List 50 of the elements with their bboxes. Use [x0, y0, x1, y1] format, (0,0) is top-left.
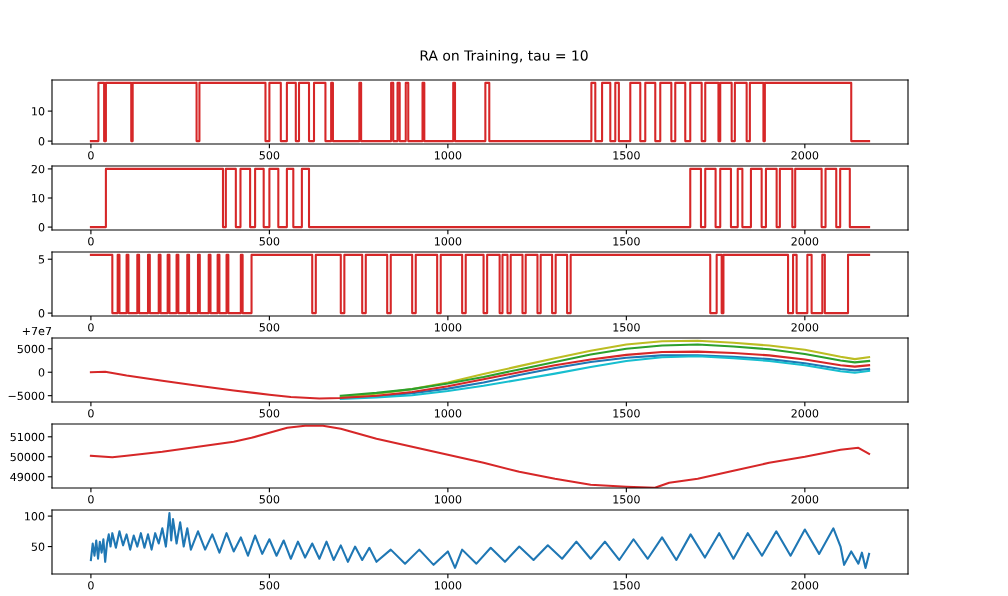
y-tick-label: 10: [32, 193, 45, 203]
x-tick-label: 1000: [434, 581, 462, 590]
x-tick-label: 2000: [791, 237, 819, 246]
x-tick-label: 500: [259, 323, 280, 332]
x-tick-label: 0: [88, 323, 94, 332]
x-tick-label: 2000: [791, 323, 819, 332]
y-tick-label: 50: [31, 542, 45, 551]
x-tick-label: 500: [259, 151, 280, 160]
y-tick-label: 5: [38, 255, 45, 264]
y-tick-label: 20: [31, 164, 45, 174]
y-tick-label: 0: [38, 309, 45, 318]
x-tick-label: 0: [88, 495, 94, 504]
x-tick-label: 0: [88, 409, 94, 418]
x-tick-label: 0: [88, 581, 94, 590]
x-tick-label: 2000: [791, 409, 819, 418]
x-tick-label: 500: [259, 409, 280, 418]
y-tick-label: 10: [32, 107, 45, 116]
y-tick-label: 100: [25, 512, 45, 521]
x-tick-label: 500: [259, 237, 280, 246]
x-tick-label: 1000: [434, 409, 462, 418]
y-tick-label: 5000: [17, 344, 45, 354]
y-tick-label: −5000: [8, 391, 45, 401]
text: +7e7: [22, 326, 52, 336]
y-tick-label: 0: [38, 137, 45, 146]
x-tick-label: 1500: [613, 151, 640, 160]
x-tick-label: 1000: [434, 151, 462, 160]
x-tick-label: 0: [88, 151, 94, 160]
x-tick-label: 1500: [613, 495, 640, 504]
x-tick-label: 500: [259, 581, 280, 590]
chart-title: RA on Training, tau = 10: [420, 50, 588, 64]
line-series: [89, 350, 871, 400]
y-tick-label: 49000: [10, 472, 45, 482]
x-tick-label: 1500: [613, 409, 640, 418]
x-tick-label: 1000: [434, 495, 462, 504]
y-tick-label: 51000: [10, 432, 45, 442]
x-tick-label: 1500: [613, 323, 640, 332]
y-tick-label: 0: [38, 368, 45, 377]
y-tick-label: 0: [38, 223, 45, 232]
x-tick-label: 500: [259, 495, 280, 504]
x-tick-label: 1500: [613, 237, 640, 246]
x-tick-label: 2000: [791, 495, 819, 504]
x-tick-label: 1000: [434, 237, 462, 246]
line-series: [89, 512, 871, 569]
x-tick-label: 1500: [613, 581, 640, 590]
x-tick-label: 1000: [434, 323, 462, 332]
y-tick-label: 50000: [10, 452, 45, 462]
x-tick-label: 2000: [791, 151, 819, 160]
x-tick-label: 0: [88, 237, 94, 246]
x-tick-label: 2000: [791, 581, 819, 590]
line-series: [89, 424, 871, 488]
